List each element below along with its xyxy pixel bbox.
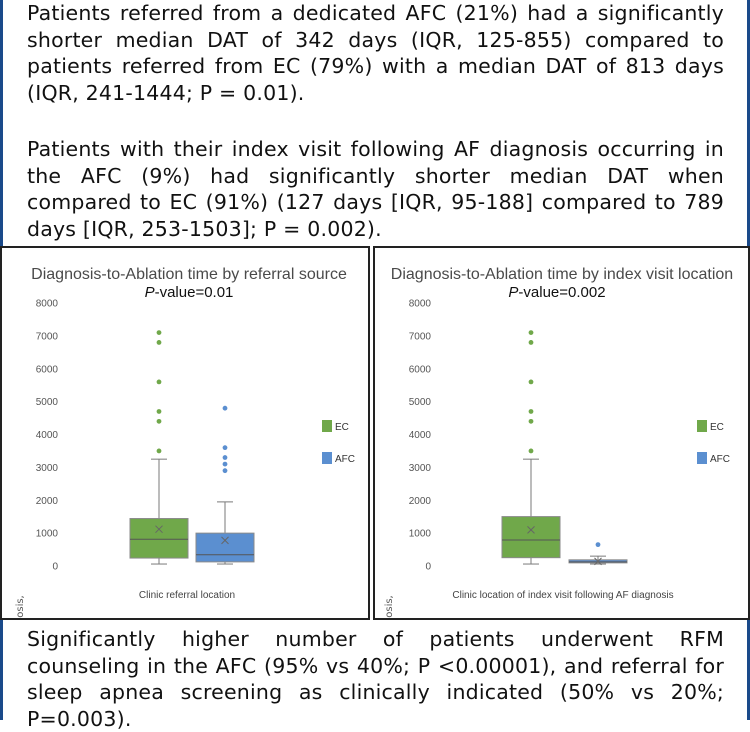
outlier-point	[156, 330, 162, 335]
chart-pvalue: P-value=0.01	[145, 284, 234, 301]
outlier-point	[222, 468, 228, 474]
outlier-point	[595, 542, 601, 548]
mean-marker	[527, 525, 535, 534]
x-axis-label: Clinic location of index visit following…	[452, 590, 673, 601]
chart-title: Diagnosis-to-Ablation time by index visi…	[391, 266, 733, 283]
outlier-point	[156, 418, 162, 424]
legend: EC AFC	[697, 420, 730, 465]
y-axis-label-line-1: Time to ablation from diagnosis,	[15, 595, 26, 618]
outlier-point	[156, 409, 162, 414]
y-ticks: 0 1000 2000 3000 4000 5000 6000 7000 8000	[409, 299, 432, 573]
mean-marker	[594, 557, 602, 566]
outlier-point	[156, 340, 162, 345]
y-tick-label: 7000	[36, 331, 59, 342]
legend-label-ec: EC	[710, 422, 724, 433]
outlier-point	[528, 330, 534, 335]
y-tick-label: 2000	[36, 496, 59, 507]
y-tick-label: 8000	[36, 299, 59, 310]
y-tick-label: 8000	[409, 299, 432, 310]
y-tick-label: 4000	[36, 430, 59, 441]
legend-swatch-afc	[322, 452, 332, 464]
chart-panel-index-visit: Diagnosis-to-Ablation time by index visi…	[373, 246, 750, 620]
legend-label-afc: AFC	[710, 454, 730, 465]
mean-marker	[221, 536, 229, 545]
outlier-point	[222, 405, 228, 411]
outlier-point	[222, 455, 228, 460]
y-tick-label: 5000	[409, 397, 432, 408]
outlier-point	[222, 445, 228, 451]
y-tick-label: 5000	[36, 397, 59, 408]
boxplot-chart-index-visit: Diagnosis-to-Ablation time by index visi…	[384, 266, 733, 618]
box-afc	[568, 542, 628, 566]
outlier-point	[528, 418, 534, 424]
x-axis-label: Clinic referral location	[139, 590, 235, 601]
legend-swatch-ec	[697, 420, 707, 432]
outlier-point	[222, 461, 228, 467]
outlier-point	[528, 448, 534, 454]
iqr-box	[195, 532, 255, 563]
chart-panel-referral-source: Diagnosis-to-Ablation time by referral s…	[0, 246, 370, 620]
legend-label-afc: AFC	[335, 454, 355, 465]
y-tick-label: 6000	[36, 364, 59, 375]
y-tick-label: 4000	[409, 430, 432, 441]
chart-title: Diagnosis-to-Ablation time by referral s…	[31, 266, 347, 283]
y-axis-label-line-1: Time to ablation from diagnosis,	[384, 595, 395, 618]
chart-pvalue: P-value=0.002	[508, 284, 605, 301]
y-tick-label: 7000	[409, 331, 432, 342]
legend: EC AFC	[322, 420, 355, 465]
legend-swatch-ec	[322, 420, 332, 432]
outlier-point	[528, 409, 534, 414]
boxes	[129, 330, 255, 565]
iqr-box	[501, 516, 561, 559]
y-tick-label: 0	[52, 562, 58, 573]
box-ec	[129, 330, 189, 565]
y-tick-label: 3000	[36, 463, 59, 474]
outlier-point	[528, 340, 534, 345]
y-tick-label: 2000	[409, 496, 432, 507]
boxplot-chart-referral-source: Diagnosis-to-Ablation time by referral s…	[15, 266, 355, 618]
box-ec	[501, 330, 561, 565]
outlier-point	[156, 448, 162, 454]
top-text-frame	[0, 0, 750, 246]
y-ticks: 0 1000 2000 3000 4000 5000 6000 7000 8000	[36, 299, 59, 573]
paragraph-index-visit: Patients with their index visit followin…	[27, 137, 724, 241]
iqr-box	[129, 518, 189, 559]
legend-swatch-afc	[697, 452, 707, 464]
y-tick-label: 3000	[409, 463, 432, 474]
outlier-point	[528, 379, 534, 385]
bottom-text-frame	[0, 620, 750, 720]
paragraph-referral-source: Patients referred from a dedicated AFC (…	[27, 1, 724, 105]
y-tick-label: 0	[425, 562, 431, 573]
legend-label-ec: EC	[335, 422, 349, 433]
mean-marker	[155, 525, 163, 534]
boxes	[501, 330, 628, 566]
y-tick-label: 6000	[409, 364, 432, 375]
box-afc	[195, 405, 255, 565]
y-tick-label: 1000	[409, 529, 432, 540]
outlier-point	[156, 379, 162, 385]
paragraph-rfm-counseling: Significantly higher number of patients …	[27, 627, 724, 731]
y-tick-label: 1000	[36, 529, 59, 540]
